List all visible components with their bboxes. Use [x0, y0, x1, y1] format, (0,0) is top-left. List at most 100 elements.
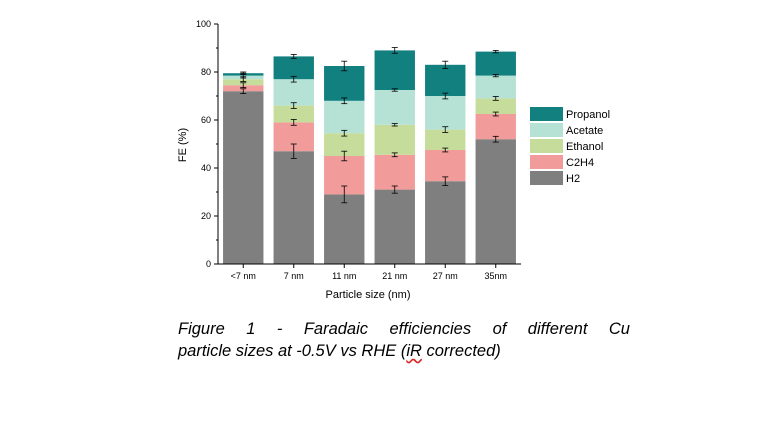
legend-label: H2 [566, 173, 580, 185]
legend-swatch [530, 107, 563, 121]
bar-segment-h2-35nm [475, 139, 516, 264]
caption-word: different [527, 320, 588, 338]
bar-segment-ethanol-27-nm [425, 129, 466, 150]
error-bar-ethanol-7-nm [290, 102, 297, 109]
error-bar-h2-27-nm [442, 176, 449, 186]
error-bar-h2-11-nm [341, 185, 348, 204]
bar-segment-h2-27-nm [425, 181, 466, 264]
error-bar-c2h4-7-nm [240, 82, 247, 88]
bar-segment-ethanol-21-nm [374, 124, 415, 155]
y-tick-label: 40 [201, 163, 211, 173]
legend-label: Propanol [566, 109, 610, 121]
legend: Propanol Acetate Ethanol C2H4 H2 [530, 107, 610, 185]
y-axis-label: FE (%) [177, 128, 189, 162]
x-tick-labels: <7 nm 7 nm 11 nm 21 nm 27 nm 35nm [231, 271, 507, 281]
error-bar-propanol-7-nm [290, 54, 297, 59]
bar-segment-ethanol-7-nm [273, 105, 314, 123]
x-tick-label: 7 nm [284, 271, 304, 281]
error-bar-ethanol-35nm [492, 96, 499, 101]
error-bar-ethanol-11-nm [341, 129, 348, 137]
legend-item-propanol: Propanol [530, 107, 610, 121]
bar-segment-acetate-35nm [475, 75, 516, 99]
y-tick-label: 0 [206, 259, 211, 269]
x-tick-label: <7 nm [231, 271, 256, 281]
bar-segment-c2h4-27-nm [425, 150, 466, 182]
y-tick-label: 100 [196, 19, 211, 29]
axes-layer [214, 23, 521, 268]
error-bar-ethanol-21-nm [391, 123, 398, 127]
errorbars-layer [240, 47, 499, 204]
legend-item-ethanol: Ethanol [530, 139, 603, 153]
caption-text: particle sizes at -0.5V vs RHE ( [178, 342, 407, 360]
bar-segment-c2h4-21-nm [374, 154, 415, 190]
y-tick-label: 60 [201, 115, 211, 125]
bars-layer [223, 50, 516, 264]
y-tick-label: 80 [201, 67, 211, 77]
legend-swatch [530, 155, 563, 169]
error-bar-acetate-35nm [492, 74, 499, 78]
x-tick-label: 27 nm [433, 271, 458, 281]
caption-word: efficiencies [389, 320, 472, 338]
error-bar-h2-35nm [492, 135, 499, 143]
error-bar-h2-7-nm [290, 143, 297, 159]
error-bar-h2-21-nm [391, 185, 398, 194]
caption-ir-term: iR [406, 342, 422, 360]
caption-line-2: particle sizes at -0.5V vs RHE (iR corre… [178, 340, 630, 362]
error-bar-c2h4-27-nm [442, 147, 449, 153]
caption-text-end: corrected) [421, 342, 501, 360]
caption-word: Cu [608, 320, 630, 338]
legend-swatch [530, 123, 563, 137]
error-bar-h2-7-nm [240, 88, 247, 94]
error-bar-ethanol-27-nm [442, 126, 449, 133]
bar-segment-h2-21-nm [374, 189, 415, 264]
error-bar-propanol-27-nm [442, 60, 449, 69]
legend-label: Ethanol [566, 141, 603, 153]
bar-segment-h2-7-nm [223, 91, 264, 264]
bar-segment-acetate-7-nm [273, 79, 314, 106]
legend-item-acetate: Acetate [530, 123, 603, 137]
caption-word: Faradaic [303, 320, 369, 338]
error-bar-acetate-7-nm [290, 75, 297, 83]
error-bar-propanol-21-nm [391, 47, 398, 54]
error-bar-c2h4-35nm [492, 111, 499, 117]
legend-label: C2H4 [566, 157, 594, 169]
legend-item-h2: H2 [530, 171, 580, 185]
x-tick-label: 11 nm [332, 271, 356, 281]
legend-item-c2h4: C2H4 [530, 155, 594, 169]
bar-segment-propanol-11-nm [324, 66, 365, 101]
error-bar-acetate-11-nm [341, 97, 348, 105]
bar-segment-acetate-27-nm [425, 96, 466, 130]
x-tick-label: 35nm [484, 271, 507, 281]
caption-word: 1 [246, 320, 256, 338]
bar-segment-h2-7-nm [273, 151, 314, 264]
legend-swatch [530, 139, 563, 153]
x-axis-label: Particle size (nm) [326, 289, 411, 301]
x-tick-label: 21 nm [382, 271, 407, 281]
bar-segment-acetate-11-nm [324, 100, 365, 134]
bar-segment-propanol-27-nm [425, 64, 466, 96]
bar-segment-h2-11-nm [324, 194, 365, 264]
bar-segment-propanol-7-nm [273, 56, 314, 80]
legend-swatch [530, 171, 563, 185]
error-bar-propanol-7-nm [240, 71, 247, 75]
error-bar-acetate-27-nm [442, 92, 449, 100]
error-bar-c2h4-7-nm [290, 119, 297, 126]
y-tick-label: 20 [201, 211, 211, 221]
bar-segment-ethanol-7-nm [223, 79, 264, 86]
error-bar-c2h4-21-nm [391, 152, 398, 158]
caption-word: - [276, 320, 283, 338]
caption-line-1: Figure 1 - Faradaic efficiencies of different C… [178, 318, 630, 340]
error-bar-propanol-35nm [492, 50, 499, 54]
figure-caption: Figure 1 - Faradaic efficiencies of different C… [178, 318, 630, 362]
bar-segment-ethanol-35nm [475, 98, 516, 114]
y-tick-labels: 0 20 40 60 80 100 [196, 19, 211, 269]
bar-segment-propanol-35nm [475, 51, 516, 76]
bar-segment-propanol-21-nm [374, 50, 415, 90]
bar-segment-c2h4-7-nm [223, 85, 264, 92]
bar-segment-ethanol-11-nm [324, 133, 365, 156]
caption-word: Figure [178, 320, 225, 338]
bar-segment-c2h4-35nm [475, 114, 516, 140]
error-bar-acetate-21-nm [391, 88, 398, 92]
legend-label: Acetate [566, 125, 603, 137]
